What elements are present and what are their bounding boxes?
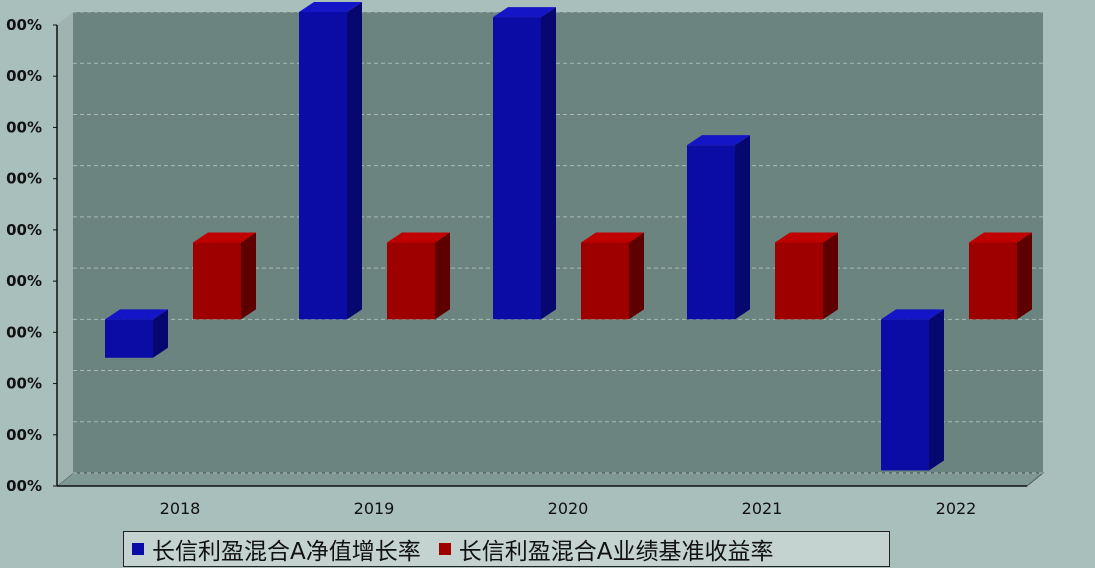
bar xyxy=(775,232,838,320)
bar-front xyxy=(193,242,241,320)
bar xyxy=(969,232,1032,320)
x-tick-label: 2019 xyxy=(354,499,395,518)
bar-side xyxy=(153,309,168,358)
bar-top xyxy=(105,309,168,320)
legend-swatch-red xyxy=(438,543,451,555)
bar-top xyxy=(387,232,450,243)
bar-top xyxy=(581,232,644,243)
bar-front xyxy=(775,242,823,320)
bar-top xyxy=(299,2,362,12)
bar-front xyxy=(881,319,929,471)
legend-label-net-growth: 长信利盈混合A净值增长率 xyxy=(152,539,421,565)
bar-side xyxy=(629,232,644,320)
plot-floor xyxy=(55,472,1045,487)
bar-top xyxy=(687,135,750,146)
y-tick-label: 00% xyxy=(6,67,42,85)
bar-front xyxy=(687,145,735,320)
bar-front xyxy=(493,17,541,320)
bar-top xyxy=(969,232,1032,243)
labels: 00% 00% 00% 00% 00% 00% 00% 00% 00% 00% 2018 2019 20… xyxy=(6,16,976,518)
bar-front xyxy=(299,12,347,320)
legend-item-benchmark: 长信利盈混合A业绩基准收益率 xyxy=(438,532,774,566)
bar-top xyxy=(193,232,256,243)
bar-side xyxy=(241,232,256,320)
bar-side xyxy=(735,135,750,320)
x-tick-label: 2018 xyxy=(160,499,201,518)
y-tick-label: 00% xyxy=(6,272,42,290)
y-tick-label: 00% xyxy=(6,170,42,188)
y-tick-label: 00% xyxy=(6,16,42,34)
bar xyxy=(193,232,256,320)
legend-item-net-growth: 长信利盈混合A净值增长率 xyxy=(132,532,421,566)
x-tick-label: 2021 xyxy=(742,499,783,518)
bar xyxy=(493,7,556,320)
bar-front xyxy=(105,319,153,358)
bar xyxy=(881,309,944,471)
x-tick-label: 2020 xyxy=(548,499,589,518)
bar-side xyxy=(823,232,838,320)
legend-swatch-blue xyxy=(132,543,144,555)
bar-front xyxy=(581,242,629,320)
legend: 长信利盈混合A净值增长率 长信利盈混合A业绩基准收益率 xyxy=(123,531,890,567)
bar-side xyxy=(929,309,944,471)
bar-front xyxy=(969,242,1017,320)
bar-side xyxy=(347,2,362,320)
bar-top xyxy=(881,309,944,320)
bar-top xyxy=(775,232,838,243)
x-tick-label: 2022 xyxy=(936,499,977,518)
bar xyxy=(581,232,644,320)
bar-side xyxy=(541,7,556,320)
bar-side xyxy=(1017,232,1032,320)
y-tick-label: 00% xyxy=(6,477,42,495)
bar-front xyxy=(387,242,435,320)
plot-side-wall xyxy=(57,12,73,486)
bar-side xyxy=(435,232,450,320)
bars xyxy=(105,2,1032,471)
bar xyxy=(105,309,168,358)
y-tick-label: 00% xyxy=(6,323,42,341)
y-tick-label: 00% xyxy=(6,118,42,136)
bar xyxy=(299,2,362,320)
y-tick-label: 00% xyxy=(6,375,42,393)
y-tick-label: 00% xyxy=(6,426,42,444)
bar xyxy=(687,135,750,320)
bar-top xyxy=(493,7,556,18)
bar xyxy=(387,232,450,320)
legend-label-benchmark: 长信利盈混合A业绩基准收益率 xyxy=(458,539,774,565)
y-tick-label: 00% xyxy=(6,221,42,239)
